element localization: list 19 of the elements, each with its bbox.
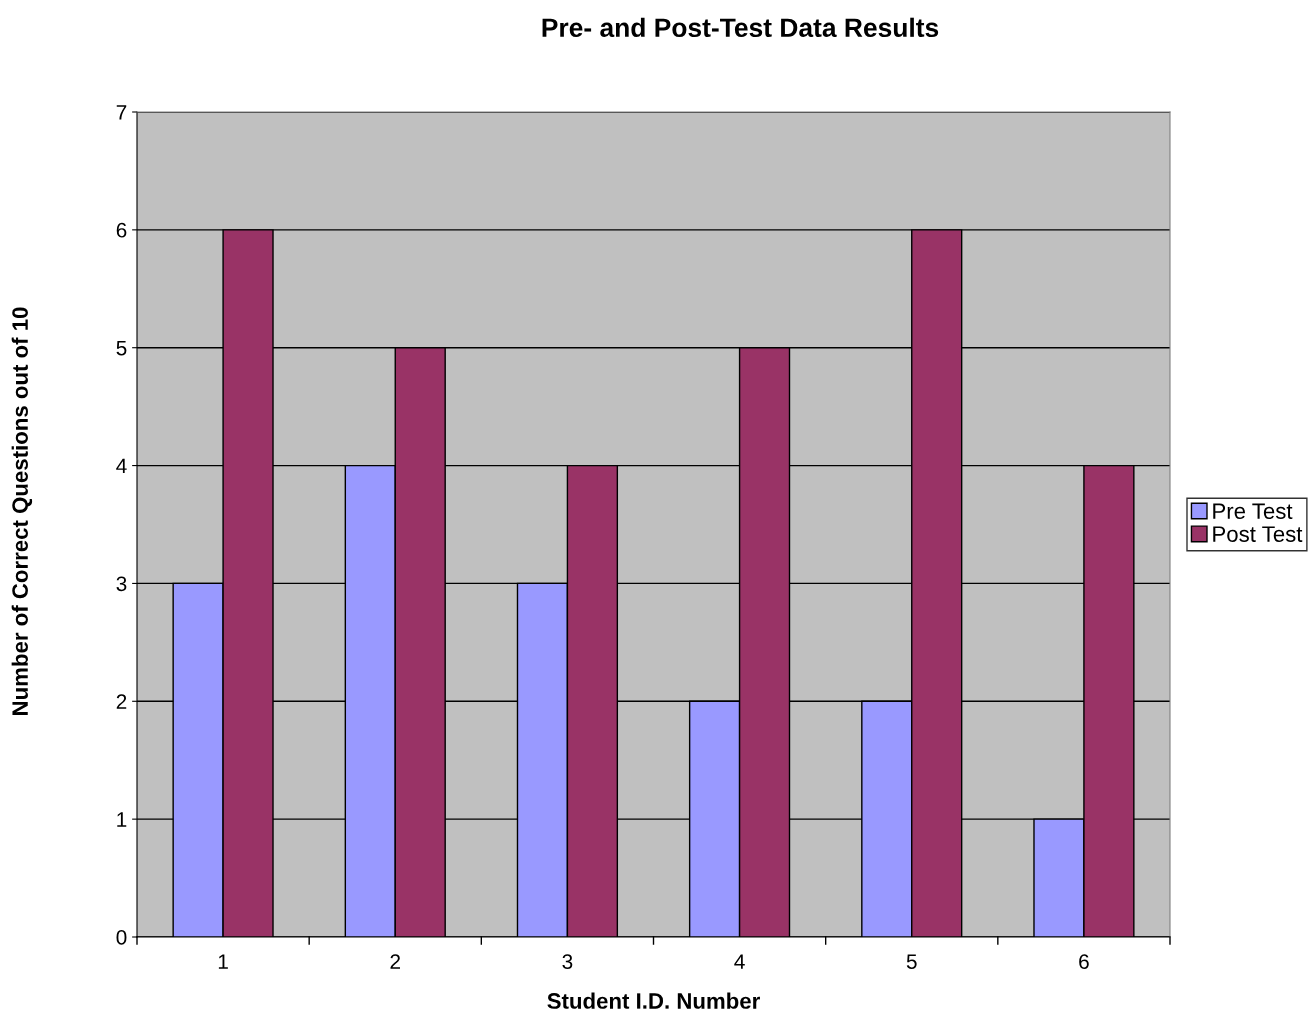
- legend-label: Post Test: [1213, 526, 1303, 542]
- x-tick-label: 4: [734, 954, 745, 969]
- x-tick-label: 3: [562, 954, 573, 969]
- x-axis-title: Student I.D. Number: [547, 992, 760, 1009]
- y-tick-label: 2: [116, 694, 127, 709]
- y-tick-label: 6: [116, 222, 127, 238]
- x-tick-label: 2: [390, 954, 400, 969]
- x-tick-label: 1: [218, 954, 228, 969]
- x-tick-label: 5: [906, 954, 917, 969]
- x-tick-label: 6: [1079, 954, 1089, 969]
- y-tick-label: 4: [116, 458, 127, 474]
- chart-title: Pre- and Post-Test Data Results: [542, 17, 939, 38]
- y-tick-label: 7: [116, 105, 127, 120]
- y-tick-label: 1: [117, 812, 127, 827]
- y-axis-title: Number of Correct Questions out of 10: [11, 307, 33, 715]
- y-tick-label: 3: [116, 576, 127, 592]
- legend-label: Pre Test: [1213, 503, 1293, 519]
- y-tick-label: 5: [116, 340, 127, 356]
- y-tick-label: 0: [116, 930, 127, 945]
